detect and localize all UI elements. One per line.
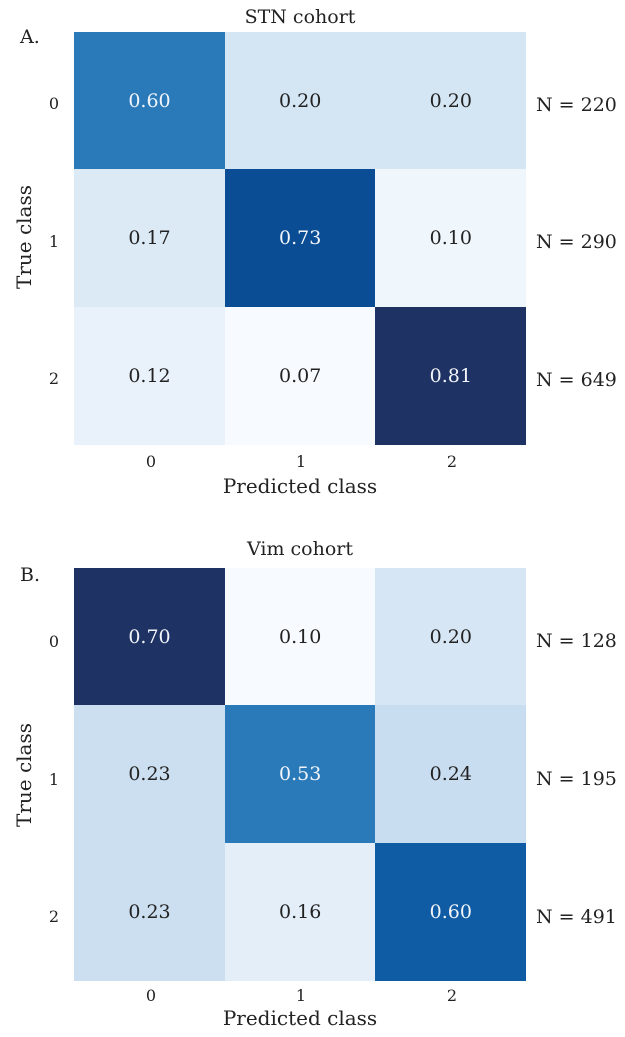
confusion-matrix: 0.60 0.20 0.20 0.17 0.73 0.10 0.12 0.07 0.81 (74, 32, 527, 445)
row-count-1: N = 195 (536, 768, 617, 790)
row-count-0: N = 220 (536, 94, 617, 116)
matrix-cell-r0-c1: 0.10 (224, 568, 376, 706)
matrix-cell-r1-c1: 0.73 (224, 169, 376, 308)
matrix-cell-r0-c2: 0.20 (375, 568, 527, 706)
matrix-cell-r0-c1: 0.20 (224, 32, 376, 170)
col-tick-1: 1 (295, 452, 307, 471)
row-count-2: N = 491 (536, 906, 617, 928)
col-tick-1: 1 (295, 986, 307, 1005)
matrix-cell-r1-c0: 0.23 (74, 705, 225, 844)
matrix-cell-r1-c1: 0.53 (224, 705, 376, 844)
row-tick-0: 0 (48, 94, 60, 113)
col-tick-2: 2 (446, 452, 458, 471)
x-axis-label: Predicted class (222, 474, 378, 498)
matrix-cell-r1-c2: 0.24 (375, 705, 527, 844)
matrix-cell-r1-c2: 0.10 (375, 169, 527, 308)
chart-title: STN cohort (244, 6, 356, 28)
y-axis-label: True class (12, 722, 36, 828)
matrix-cell-r0-c0: 0.70 (74, 568, 225, 706)
panel-stn: A. STN cohort 0.60 0.20 0.20 0.17 0.73 0.10 0.… (0, 0, 625, 505)
matrix-cell-r0-c2: 0.20 (375, 32, 527, 170)
row-tick-1: 1 (48, 770, 60, 789)
row-count-1: N = 290 (536, 231, 617, 253)
panel-vim: B. Vim cohort 0.70 0.10 0.20 0.23 0.53 0.24 0.… (0, 522, 625, 1037)
y-axis-label: True class (12, 184, 36, 290)
chart-title: Vim cohort (247, 538, 353, 560)
matrix-cell-r2-c0: 0.23 (74, 842, 225, 981)
matrix-cell-r1-c0: 0.17 (74, 169, 225, 308)
matrix-cell-r2-c1: 0.16 (224, 842, 376, 981)
matrix-cell-r2-c2: 0.60 (375, 842, 527, 981)
panel-letter: A. (20, 26, 40, 48)
row-tick-2: 2 (48, 907, 60, 926)
panel-letter: B. (20, 564, 41, 586)
x-axis-label: Predicted class (222, 1006, 378, 1030)
row-count-2: N = 649 (536, 369, 617, 391)
col-tick-2: 2 (446, 986, 458, 1005)
matrix-cell-r2-c0: 0.12 (74, 306, 225, 445)
confusion-matrix: 0.70 0.10 0.20 0.23 0.53 0.24 0.23 0.16 0.60 (74, 568, 527, 981)
col-tick-0: 0 (145, 452, 157, 471)
matrix-cell-r2-c1: 0.07 (224, 306, 376, 445)
col-tick-0: 0 (145, 986, 157, 1005)
row-tick-1: 1 (48, 232, 60, 251)
row-tick-2: 2 (48, 369, 60, 388)
matrix-cell-r0-c0: 0.60 (74, 32, 225, 170)
row-count-0: N = 128 (536, 630, 617, 652)
matrix-cell-r2-c2: 0.81 (375, 306, 527, 445)
row-tick-0: 0 (48, 632, 60, 651)
